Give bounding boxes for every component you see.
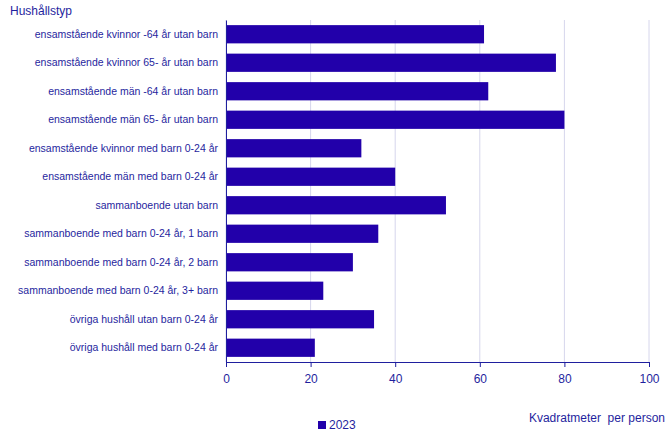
- x-tick-mark: [311, 362, 312, 367]
- y-tick-label: ensamstående män 65- år utan barn: [48, 113, 218, 125]
- x-tick-mark: [395, 362, 396, 367]
- y-tick-label: sammanboende utan barn: [95, 199, 218, 211]
- legend: 2023: [318, 418, 356, 432]
- x-tick: 60: [474, 362, 488, 386]
- bar: [226, 196, 446, 214]
- y-tick-label: övriga hushåll utan barn 0-24 år: [70, 313, 219, 325]
- y-tick: sammanboende med barn 0-24 år, 1 barn: [24, 227, 218, 239]
- y-tick-label: sammanboende med barn 0-24 år, 2 barn: [24, 256, 218, 268]
- y-tick-label: ensamstående män med barn 0-24 år: [42, 170, 218, 182]
- x-tick-mark: [564, 362, 565, 367]
- y-tick-label: ensamstående kvinnor -64 år utan barn: [35, 28, 218, 40]
- y-tick: övriga hushåll utan barn 0-24 år: [70, 313, 219, 325]
- y-tick: ensamstående män 65- år utan barn: [48, 113, 218, 125]
- x-tick-label: 0: [223, 372, 230, 386]
- x-tick-label: 100: [639, 372, 659, 386]
- bar: [226, 225, 378, 243]
- y-tick-label: ensamstående kvinnor 65- år utan barn: [35, 56, 218, 68]
- bar: [226, 82, 488, 100]
- x-tick-mark: [649, 362, 650, 367]
- x-tick-label: 20: [304, 372, 318, 386]
- y-axis-line: [226, 21, 227, 363]
- grid-line: [649, 20, 650, 362]
- x-tick-mark: [226, 362, 227, 367]
- y-tick: sammanboende utan barn: [95, 199, 218, 211]
- x-tick-label: 40: [389, 372, 403, 386]
- y-tick: övriga hushåll med barn 0-24 år: [70, 341, 219, 353]
- bar: [226, 111, 564, 129]
- bar: [226, 310, 374, 328]
- y-axis: ensamstående kvinnor -64 år utan barn ens…: [18, 21, 226, 363]
- y-tick: sammanboende med barn 0-24 år, 3+ barn: [18, 284, 218, 296]
- x-axis-title: Kvadratmeter per person: [529, 411, 665, 425]
- bar: [226, 25, 484, 43]
- x-tick-label: 60: [474, 372, 488, 386]
- x-tick-mark: [480, 362, 481, 367]
- y-tick-label: övriga hushåll med barn 0-24 år: [70, 341, 219, 353]
- legend-item: 2023: [318, 418, 356, 432]
- grid-line: [564, 20, 565, 362]
- x-axis: 0 20 40 60 80 100: [223, 362, 660, 386]
- grid: [226, 20, 649, 362]
- x-tick: 80: [558, 362, 572, 386]
- x-tick: 0: [223, 362, 230, 386]
- y-tick: ensamstående kvinnor med barn 0-24 år: [29, 142, 219, 154]
- legend-label: 2023: [329, 418, 356, 432]
- bar: [226, 139, 361, 157]
- y-tick-label: ensamstående män -64 år utan barn: [48, 85, 218, 97]
- y-tick: ensamstående kvinnor -64 år utan barn: [35, 28, 218, 40]
- y-tick: sammanboende med barn 0-24 år, 2 barn: [24, 256, 218, 268]
- x-tick: 40: [389, 362, 403, 386]
- bar: [226, 253, 353, 271]
- x-tick: 100: [639, 362, 659, 386]
- bar: [226, 54, 556, 72]
- y-tick: ensamstående män -64 år utan barn: [48, 85, 218, 97]
- y-tick-label: sammanboende med barn 0-24 år, 1 barn: [24, 227, 218, 239]
- chart: 0 20 40 60 80 100 ensamstående kvinnor -64 år …: [0, 0, 671, 446]
- bar: [226, 168, 395, 186]
- y-axis-title: Hushållstyp: [10, 4, 72, 18]
- grid-line: [226, 20, 227, 362]
- bars: [226, 25, 564, 357]
- bar: [226, 339, 315, 357]
- x-axis-line: [227, 363, 650, 368]
- y-tick-label: ensamstående kvinnor med barn 0-24 år: [29, 142, 219, 154]
- x-tick-label: 80: [558, 372, 572, 386]
- y-tick-label: sammanboende med barn 0-24 år, 3+ barn: [18, 284, 218, 296]
- y-tick: ensamstående män med barn 0-24 år: [42, 170, 218, 182]
- x-tick: 20: [304, 362, 318, 386]
- y-tick: ensamstående kvinnor 65- år utan barn: [35, 56, 218, 68]
- bar: [226, 282, 323, 300]
- legend-swatch: [318, 421, 326, 429]
